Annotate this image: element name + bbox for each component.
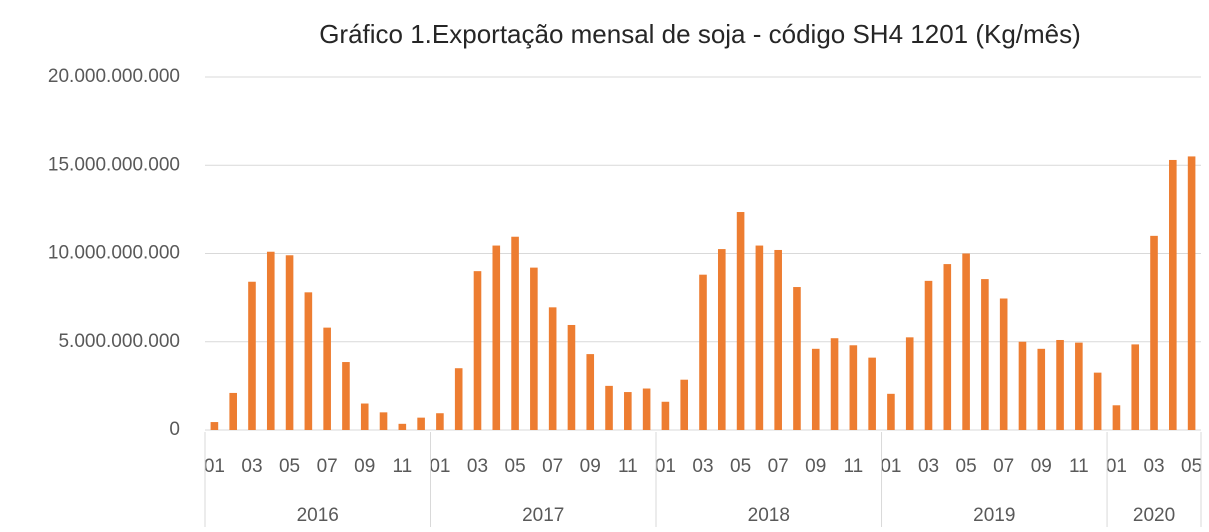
bar [905, 337, 914, 430]
x-tick-label: 11 [1069, 456, 1089, 477]
x-tick-label: 01 [655, 456, 676, 477]
y-tick-label: 20.000.000.000 [48, 66, 180, 87]
x-tick-label: 03 [918, 456, 939, 477]
bar [642, 388, 651, 430]
bar [1037, 348, 1046, 430]
bar [661, 401, 670, 430]
x-tick-label: 09 [805, 456, 826, 477]
bar [342, 362, 350, 430]
bar [567, 324, 576, 430]
y-tick-label: 5.000.000.000 [58, 331, 180, 352]
bar [473, 271, 482, 430]
bar [360, 403, 369, 430]
x-tick-label: 07 [768, 456, 789, 477]
bar [755, 245, 764, 430]
bar [530, 267, 538, 430]
bar [266, 251, 275, 430]
year-label: 2016 [297, 505, 339, 526]
bar [793, 287, 801, 430]
bar [511, 236, 519, 430]
x-tick-label: 01 [1106, 456, 1127, 477]
bar [811, 348, 820, 430]
x-tick-label: 07 [993, 456, 1014, 477]
x-tick-label: 01 [880, 456, 901, 477]
x-tick-label: 05 [505, 456, 526, 477]
bar [436, 413, 444, 430]
x-tick-label: 03 [467, 456, 488, 477]
bar [999, 298, 1008, 430]
x-tick-label: 11 [618, 456, 638, 477]
x-tick-label: 05 [279, 456, 300, 477]
bar [680, 379, 689, 430]
y-tick-label: 0 [169, 419, 180, 440]
bar [774, 249, 782, 430]
bar [417, 417, 425, 430]
bar [229, 392, 237, 430]
bar [962, 253, 970, 430]
x-tick-label: 05 [1181, 456, 1202, 477]
bar [1187, 156, 1196, 431]
x-tick-label: 11 [843, 456, 863, 477]
year-label: 2017 [522, 505, 564, 526]
bar [454, 368, 463, 430]
bar [736, 212, 745, 430]
bar [1112, 405, 1121, 430]
x-tick-label: 03 [241, 456, 262, 477]
bar [1093, 372, 1102, 430]
x-tick-label: 09 [580, 456, 601, 477]
bar [624, 392, 632, 430]
y-tick-label: 15.000.000.000 [48, 154, 180, 175]
bar [379, 412, 388, 430]
bar [1169, 159, 1177, 430]
x-tick-label: 05 [730, 456, 751, 477]
bar [210, 422, 219, 430]
x-tick-label: 05 [956, 456, 977, 477]
bar [981, 279, 989, 430]
bar [924, 280, 933, 430]
bar [699, 274, 707, 430]
x-tick-label: 09 [354, 456, 375, 477]
bar [830, 338, 839, 430]
bar [1056, 339, 1064, 430]
year-label: 2020 [1133, 505, 1175, 526]
x-tick-label: 03 [1143, 456, 1164, 477]
bar [304, 292, 313, 430]
year-label: 2018 [748, 505, 790, 526]
bar [492, 245, 501, 430]
x-tick-label: 07 [317, 456, 338, 477]
x-tick-label: 03 [692, 456, 713, 477]
x-tick-label: 09 [1031, 456, 1052, 477]
bar [849, 345, 858, 430]
x-tick-label: 07 [542, 456, 563, 477]
x-tick-label: 01 [429, 456, 450, 477]
bar [1150, 235, 1158, 430]
bar [1018, 341, 1027, 430]
bar [285, 255, 294, 430]
chart-title: Gráfico 1.Exportação mensal de soja - có… [319, 19, 1081, 49]
bar [323, 327, 331, 430]
year-label: 2019 [973, 505, 1015, 526]
bar [1075, 342, 1083, 430]
bar [248, 281, 256, 430]
x-tick-label: 01 [204, 456, 225, 477]
bar [887, 393, 895, 430]
bar [605, 385, 613, 430]
y-tick-label: 10.000.000.000 [48, 243, 180, 264]
bar [943, 264, 952, 430]
bar [398, 423, 407, 430]
x-tick-label: 11 [392, 456, 412, 477]
bar [586, 354, 595, 430]
bar [717, 249, 726, 430]
bar [548, 307, 557, 430]
bar [1131, 344, 1140, 430]
bar [868, 357, 876, 430]
